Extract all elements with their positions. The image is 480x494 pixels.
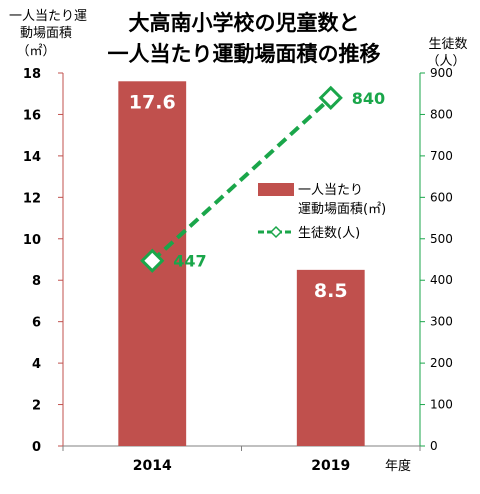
left-axis-title-line-2: 動場面積 [20,26,72,41]
x-tick-label: 2014 [133,458,172,474]
bar [296,269,365,446]
left-axis-title-line-1: 一人当たり運 [9,9,87,24]
left-tick-label: 16 [23,108,41,123]
bar-labels: 17.6 8.5 [129,91,348,302]
right-axis-title-line-1: 生徒数 [428,37,467,52]
bar-data-label: 17.6 [129,91,176,113]
right-tick-label: 400 [430,273,453,287]
left-tick-label: 6 [32,316,41,331]
left-tick-label: 0 [32,440,41,455]
left-tick-label: 8 [32,274,41,289]
left-tick-label: 2 [32,399,41,414]
legend: 一人当たり運動場面積(㎡) 生徒数(人) [258,183,386,241]
left-axis-title-line-3: （㎡） [16,44,55,59]
chart-title-line-1: 大高南小学校の児童数と [129,11,360,35]
chart-title-line-2: 一人当たり運動場面積の推移 [108,42,381,66]
left-tick-label: 12 [23,191,41,206]
line-point-marker [140,248,165,273]
legend-line-marker [269,225,283,239]
right-tick-label: 100 [430,398,453,412]
right-tick-label: 200 [430,356,453,370]
legend-label-bar-line-2: 運動場面積(㎡) [298,202,386,217]
bar-data-label: 8.5 [314,280,348,302]
right-tick-label: 700 [430,149,453,163]
line-series: 447 840 [140,85,385,273]
line-point-marker [318,85,343,110]
legend-bar-swatch [258,183,294,196]
right-tick-label: 600 [430,190,453,204]
series-line [150,96,333,263]
right-tick-label: 900 [430,66,453,80]
legend-label-line: 生徒数(人) [298,226,360,241]
legend-label-bar-line-1: 一人当たり [298,183,363,198]
x-tick-label: 2019 [311,458,350,474]
left-tick-label: 18 [23,67,41,82]
axes: 0 2 4 6 8 10 12 14 16 18 0 100 200 300 400 500 600 700 800… [23,66,453,474]
x-axis-title: 年度 [385,458,411,474]
right-tick-label: 500 [430,232,453,246]
bars [118,81,365,447]
line-data-label: 840 [352,89,385,108]
right-axis-title-line-2: （人） [426,54,465,69]
line-data-label: 447 [173,252,206,271]
right-tick-label: 0 [430,439,438,453]
right-tick-label: 300 [430,315,453,329]
right-tick-label: 800 [430,107,453,121]
left-tick-label: 14 [23,150,41,165]
left-tick-label: 4 [32,357,41,372]
left-tick-label: 10 [23,233,41,248]
